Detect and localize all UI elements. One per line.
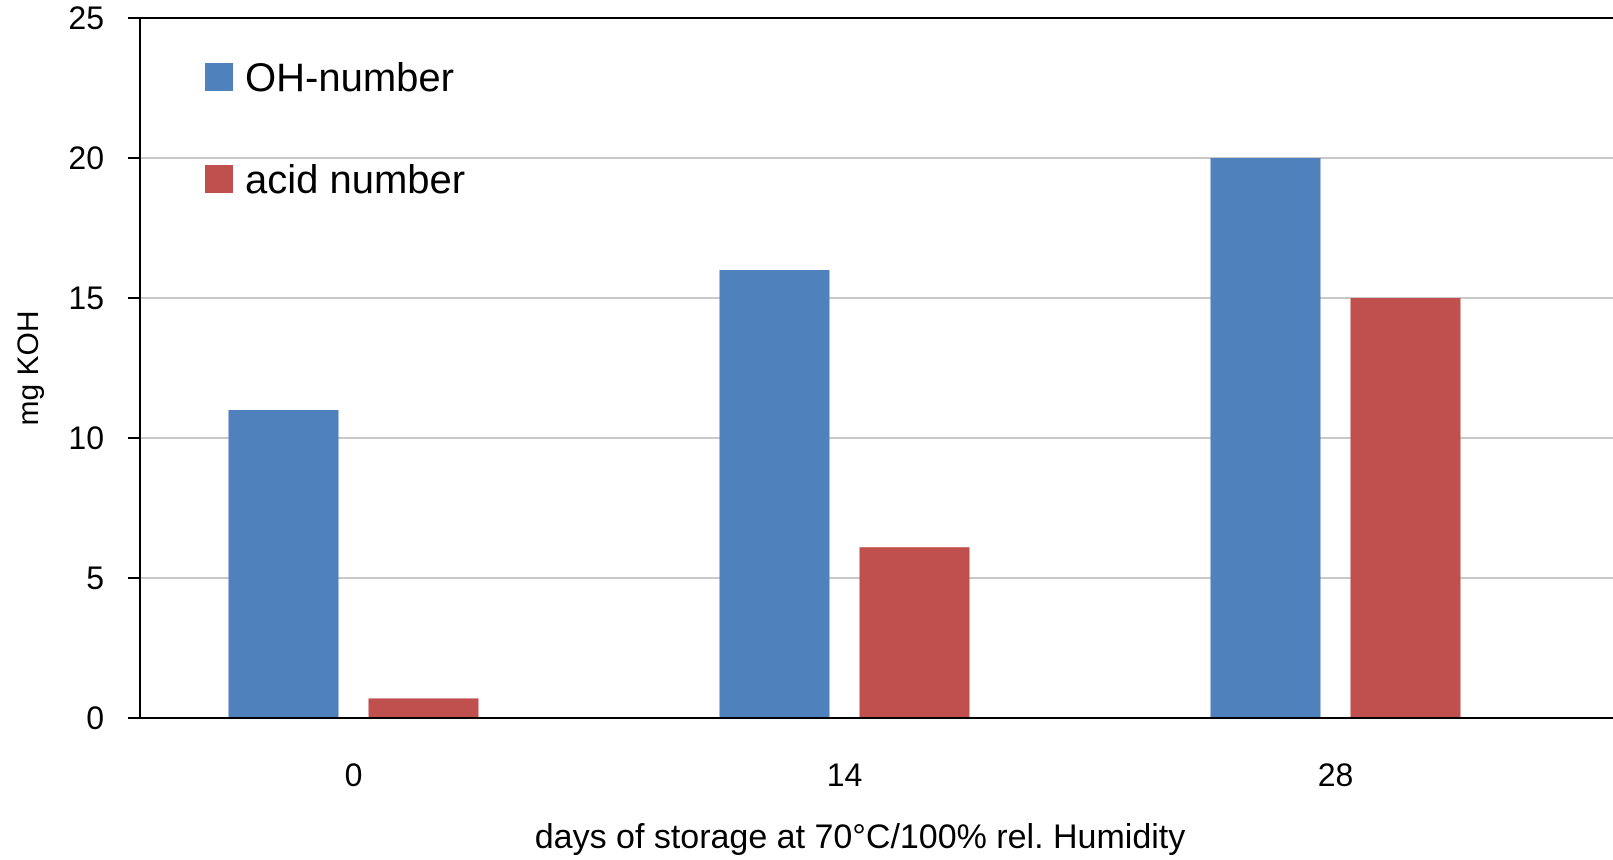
- y-tick-label: 15: [68, 280, 104, 316]
- y-tick-label: 10: [68, 420, 104, 456]
- axes: [128, 17, 1613, 719]
- bar-oh-number-28: [1210, 158, 1321, 718]
- bar-acid-number-14: [859, 547, 970, 718]
- x-tick-label: 28: [1318, 757, 1354, 793]
- legend-label: OH-number: [245, 56, 454, 100]
- legend: OH-number acid number: [205, 56, 465, 202]
- y-tick-label: 25: [68, 0, 104, 36]
- x-tick-labels: 0 14 28: [345, 757, 1354, 793]
- bar-acid-number-28: [1350, 298, 1461, 718]
- x-tick-label: 14: [827, 757, 863, 793]
- x-tick-label: 0: [345, 757, 363, 793]
- y-axis-title: mg KOH: [12, 310, 45, 425]
- x-axis-title: days of storage at 70°C/100% rel. Humidi…: [535, 818, 1185, 856]
- y-tick-label: 0: [86, 700, 104, 736]
- legend-swatch: [205, 165, 233, 193]
- bar-acid-number-0: [368, 698, 479, 718]
- bar-oh-number-0: [228, 410, 339, 718]
- legend-swatch: [205, 63, 233, 91]
- bars: [228, 158, 1461, 718]
- y-tick-labels: 0 5 10 15 20 25: [68, 0, 104, 736]
- bar-oh-number-14: [719, 270, 830, 718]
- y-tick-label: 20: [68, 140, 104, 176]
- y-tick-label: 5: [86, 560, 104, 596]
- legend-label: acid number: [245, 158, 465, 202]
